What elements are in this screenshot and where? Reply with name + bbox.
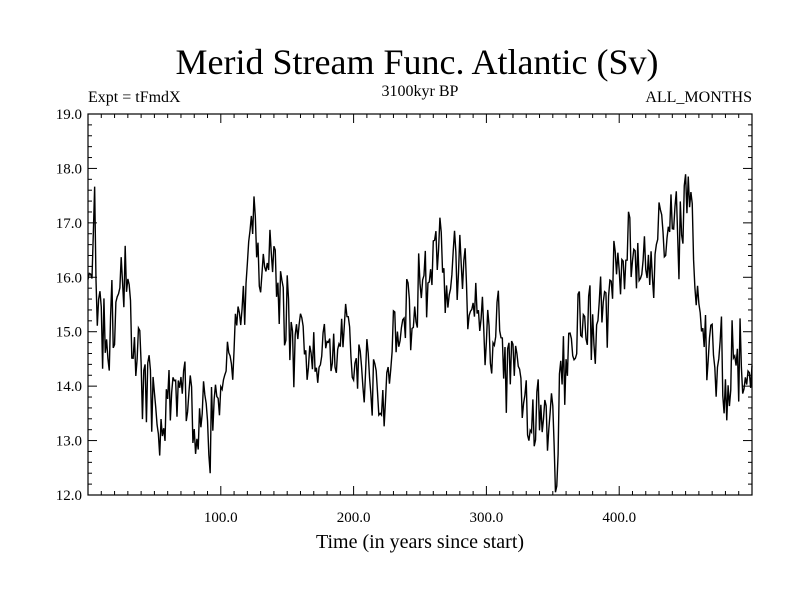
- months-label: ALL_MONTHS: [645, 89, 752, 106]
- y-tick-label: 17.0: [56, 216, 82, 232]
- y-tick-label: 12.0: [56, 488, 82, 504]
- experiment-label: Expt = tFmdX: [88, 89, 181, 106]
- chart-title: Merid Stream Func. Atlantic (Sv): [176, 42, 659, 82]
- x-tick-label: 100.0: [204, 510, 238, 526]
- x-tick-label: 300.0: [470, 510, 504, 526]
- x-tick-label: 200.0: [337, 510, 371, 526]
- series-line: [87, 174, 753, 493]
- y-tick-label: 16.0: [56, 270, 82, 286]
- x-tick-label: 400.0: [602, 510, 636, 526]
- plot-frame: [87, 113, 753, 496]
- y-tick-label: 18.0: [56, 161, 82, 177]
- x-axis-title: Time (in years since start): [316, 531, 524, 553]
- y-tick-label: 13.0: [56, 434, 82, 450]
- period-label: 3100kyr BP: [382, 83, 459, 100]
- y-tick-label: 19.0: [56, 107, 82, 123]
- y-tick-label: 14.0: [56, 379, 82, 395]
- y-tick-label: 15.0: [56, 325, 82, 341]
- x-axis-ticks: 100.0 200.0 300.0 400.0: [100, 114, 740, 526]
